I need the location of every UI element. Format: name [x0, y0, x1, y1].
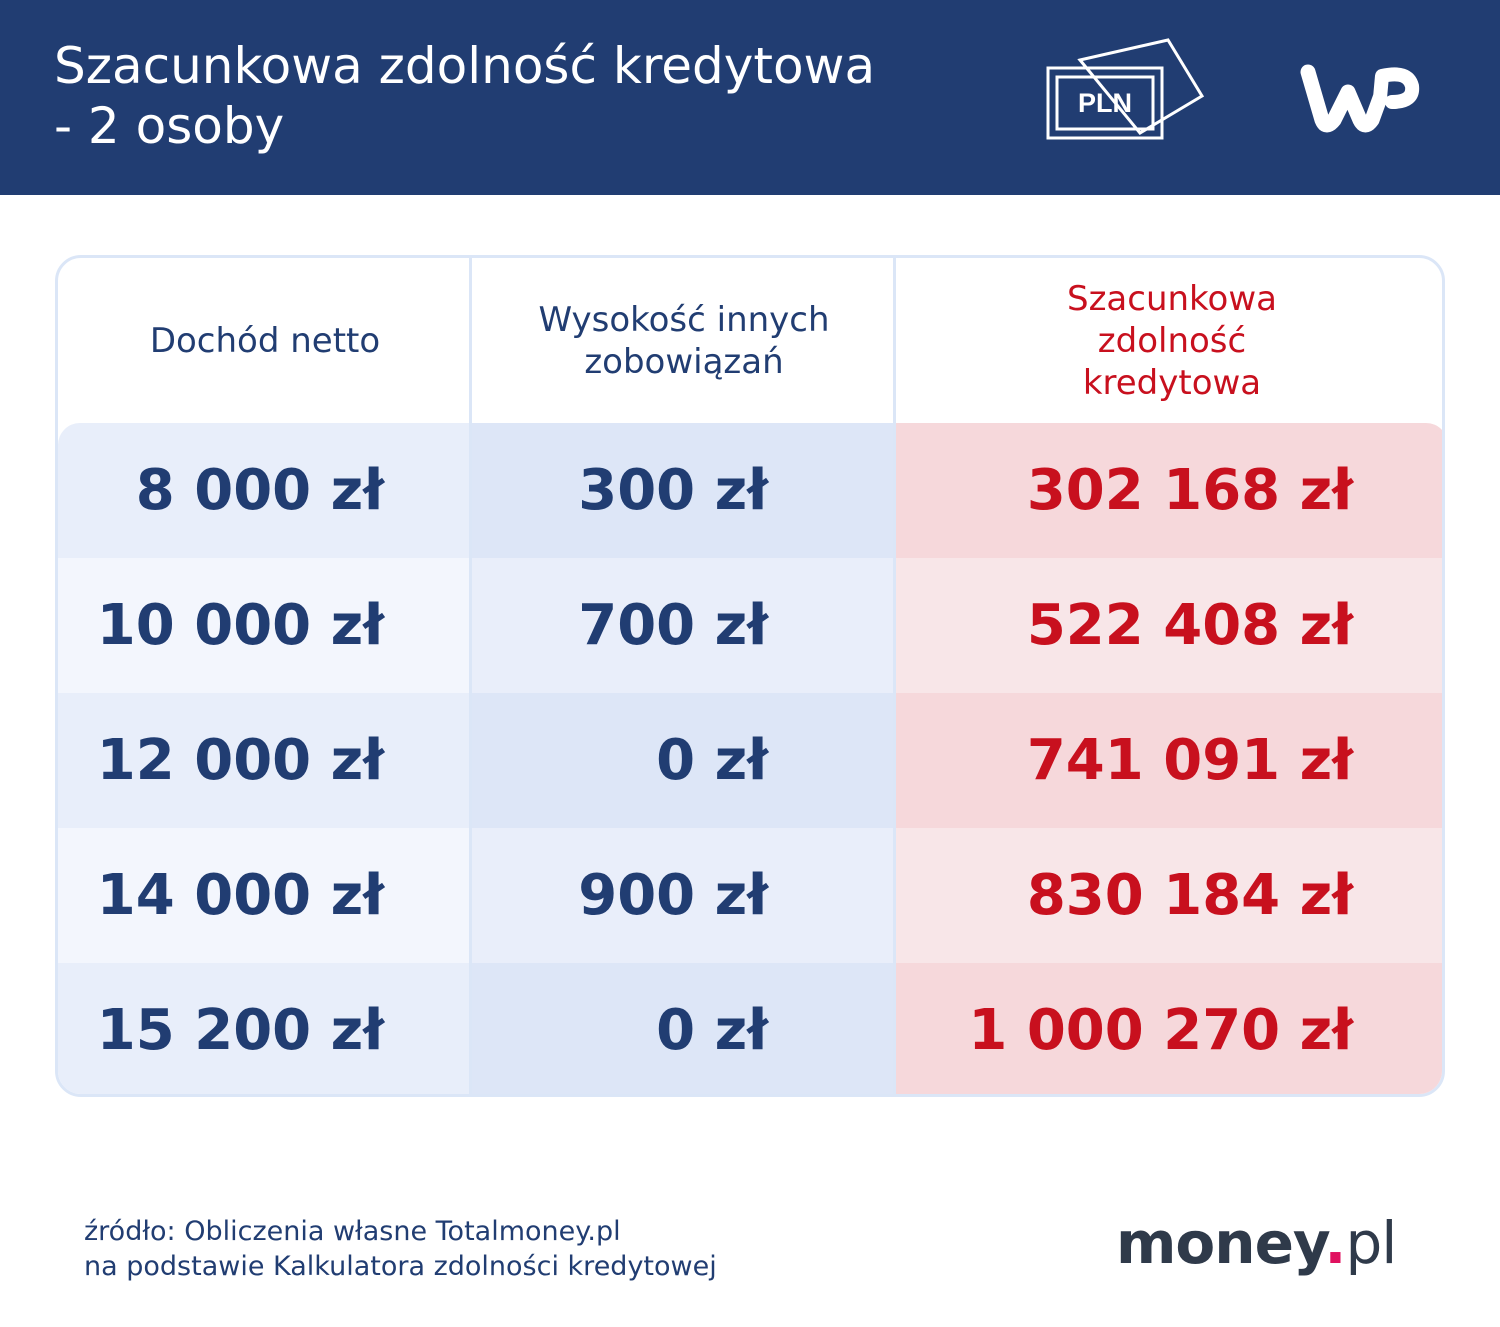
column-divider — [469, 258, 472, 1094]
source-line-2: na podstawie Kalkulatora zdolności kredy… — [84, 1251, 717, 1282]
income-cell: 15 200 zł — [58, 963, 472, 1094]
column-header-credit-capacity: Szacunkowa zdolność kredytowa — [1067, 278, 1277, 403]
credit-capacity-cell: 302 168 zł — [896, 423, 1442, 558]
column-header-obligations: Wysokość innych zobowiązań — [538, 299, 830, 382]
pln-icon-label: PLN — [1078, 88, 1132, 118]
wp-logo-icon — [1300, 64, 1420, 133]
table-row: 8 000 zł 300 zł 302 168 zł — [58, 423, 1442, 558]
obligations-cell: 0 zł — [472, 693, 896, 828]
credit-table: Dochód netto Wysokość innych zobowiązań … — [55, 255, 1445, 1097]
brand-name: money — [1116, 1209, 1325, 1277]
credit-capacity-cell: 741 091 zł — [896, 693, 1442, 828]
header-banner: Szacunkowa zdolność kredytowa - 2 osoby … — [0, 0, 1500, 195]
money-pl-logo: money.pl — [1116, 1208, 1397, 1278]
obligations-cell: 900 zł — [472, 828, 896, 963]
income-cell: 14 000 zł — [58, 828, 472, 963]
source-line-1: źródło: Obliczenia własne Totalmoney.pl — [84, 1216, 621, 1247]
column-header-income: Dochód netto — [149, 320, 381, 361]
obligations-cell: 300 zł — [472, 423, 896, 558]
table-row: 15 200 zł 0 zł 1 000 270 zł — [58, 963, 1442, 1094]
table-row: 14 000 zł 900 zł 830 184 zł — [58, 828, 1442, 963]
source-note: źródło: Obliczenia własne Totalmoney.pl … — [84, 1214, 717, 1284]
credit-capacity-cell: 522 408 zł — [896, 558, 1442, 693]
income-cell: 8 000 zł — [58, 423, 472, 558]
income-cell: 10 000 zł — [58, 558, 472, 693]
title-line-2: - 2 osoby — [54, 97, 285, 155]
income-cell: 12 000 zł — [58, 693, 472, 828]
brand-tld: pl — [1345, 1209, 1397, 1277]
banknote-pln-icon: PLN — [1046, 38, 1205, 140]
table-body: 8 000 zł 300 zł 302 168 zł 10 000 zł 700… — [58, 423, 1442, 1094]
table-row: 10 000 zł 700 zł 522 408 zł — [58, 558, 1442, 693]
credit-capacity-cell: 830 184 zł — [896, 828, 1442, 963]
brand-dot: . — [1324, 1209, 1346, 1277]
obligations-cell: 0 zł — [472, 963, 896, 1094]
credit-capacity-cell: 1 000 270 zł — [896, 963, 1442, 1094]
title-line-1: Szacunkowa zdolność kredytowa — [54, 37, 876, 95]
page-title: Szacunkowa zdolność kredytowa - 2 osoby — [54, 36, 875, 156]
column-divider — [893, 258, 896, 1094]
obligations-cell: 700 zł — [472, 558, 896, 693]
table-row: 12 000 zł 0 zł 741 091 zł — [58, 693, 1442, 828]
